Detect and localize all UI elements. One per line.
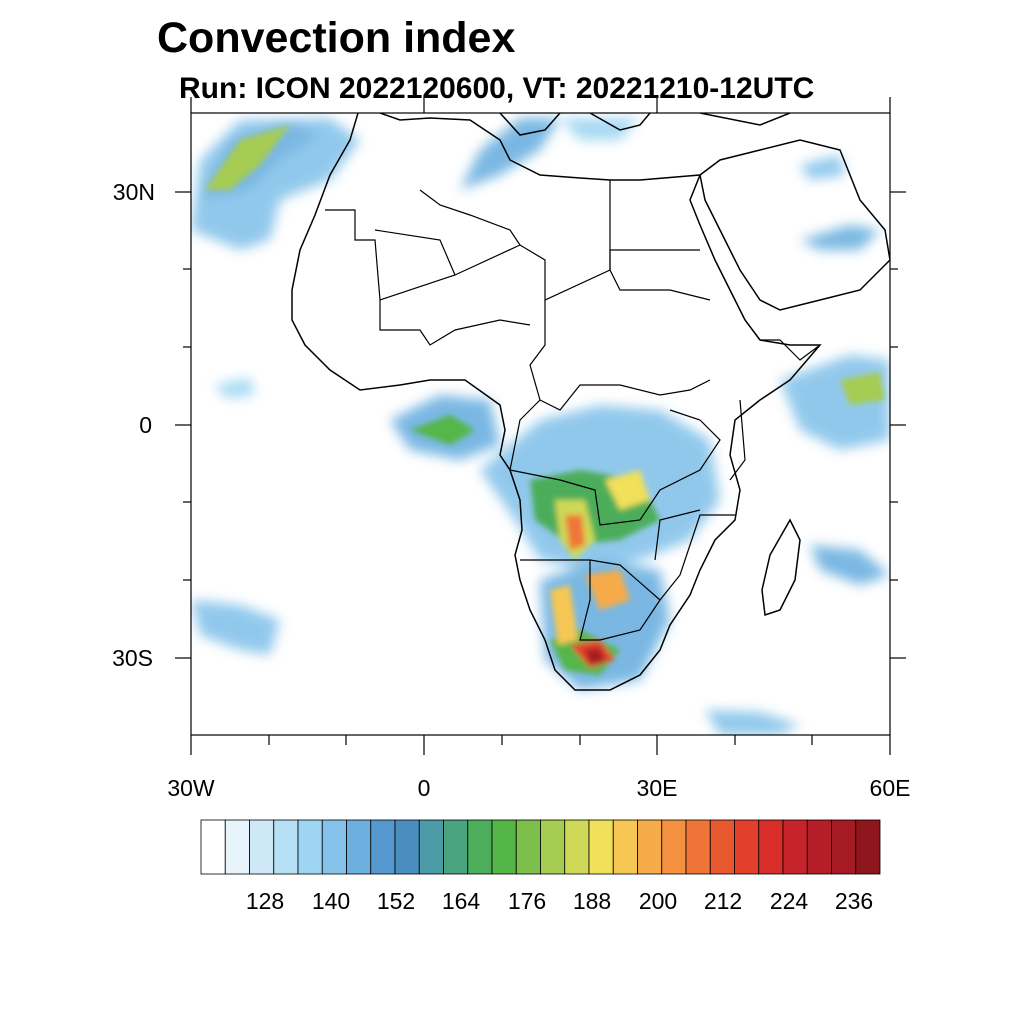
madagascar-coastline <box>761 518 801 617</box>
colorbar-box <box>758 819 784 875</box>
lat-tick-label: 30N <box>112 179 155 205</box>
coastlines <box>291 113 890 691</box>
field-patch-gulf <box>800 225 880 250</box>
field-patch-north-africa <box>460 118 560 190</box>
colorbar-box <box>200 819 226 875</box>
colorbar-label: 176 <box>507 888 547 914</box>
colorbar-label: 152 <box>376 888 416 914</box>
colorbar-label: 140 <box>311 888 351 914</box>
country-borders <box>325 180 821 641</box>
europe-coastline <box>499 113 561 136</box>
field-patch-south-atlantic <box>191 600 280 655</box>
field-core-safrica-red <box>585 648 605 664</box>
field-core-zambia <box>605 470 650 510</box>
colorbar-label: 128 <box>245 888 285 914</box>
colorbar-label: 164 <box>441 888 481 914</box>
colorbar-label: 236 <box>834 888 874 914</box>
colorbar-box <box>637 819 663 875</box>
field-core-namibia <box>550 585 578 645</box>
colorbar-label: 224 <box>769 888 809 914</box>
field-patch-madagascar-east <box>810 545 890 585</box>
colorbar-box <box>297 819 323 875</box>
turkey-coastline <box>699 113 791 126</box>
field-patch-southern-ocean <box>705 710 800 735</box>
colorbar-box <box>370 819 396 875</box>
colorbar-box <box>612 819 638 875</box>
colorbar-box <box>443 819 469 875</box>
field-layer <box>191 118 890 735</box>
colorbar-box <box>249 819 275 875</box>
colorbar-box <box>709 819 735 875</box>
colorbar-label: 188 <box>572 888 612 914</box>
field-patch-med <box>560 118 640 140</box>
colorbar-box <box>346 819 372 875</box>
colorbar-box <box>224 819 250 875</box>
lat-tick-label: 0 <box>139 412 152 438</box>
lon-tick-label: 30W <box>167 775 215 801</box>
field-core-botswana <box>585 570 630 610</box>
lon-tick-label: 30E <box>636 775 678 801</box>
colorbar-box <box>588 819 614 875</box>
arabia-coastline <box>699 139 890 311</box>
tick-marks <box>175 97 906 755</box>
field-patch-west-atlantic <box>215 378 255 398</box>
colorbar-box <box>806 819 832 875</box>
colorbar-box <box>491 819 517 875</box>
colorbar-box <box>273 819 299 875</box>
lat-tick-label: 30S <box>112 645 153 671</box>
colorbar-label: 212 <box>703 888 743 914</box>
colorbar-box <box>734 819 760 875</box>
colorbar-box <box>467 819 493 875</box>
colorbar-box <box>685 819 711 875</box>
chart-title: Convection index <box>157 14 516 62</box>
colorbar-box <box>782 819 808 875</box>
colorbar-box <box>564 819 590 875</box>
colorbar-label: 200 <box>638 888 678 914</box>
colorbar-box <box>515 819 541 875</box>
lon-tick-label: 60E <box>869 775 911 801</box>
chart-subtitle: Run: ICON 2022120600, VT: 20221210-12UTC <box>179 72 815 105</box>
field-core-angola-hot <box>565 515 585 550</box>
africa-coastline <box>291 113 822 691</box>
field-core-guinea <box>410 415 475 445</box>
colorbar-box <box>661 819 687 875</box>
field-patch-arabia <box>800 155 845 180</box>
map-border <box>190 112 891 736</box>
field-core-indian <box>840 372 885 405</box>
lon-tick-label: 0 <box>417 775 431 801</box>
colorbar-box <box>540 819 566 875</box>
colorbar-box <box>831 819 857 875</box>
colorbar-box <box>855 819 881 875</box>
colorbar-box <box>418 819 444 875</box>
colorbar-box <box>321 819 347 875</box>
colorbar-box <box>394 819 420 875</box>
field-core-northwest <box>205 125 290 190</box>
europe-coastline-2 <box>589 113 651 131</box>
